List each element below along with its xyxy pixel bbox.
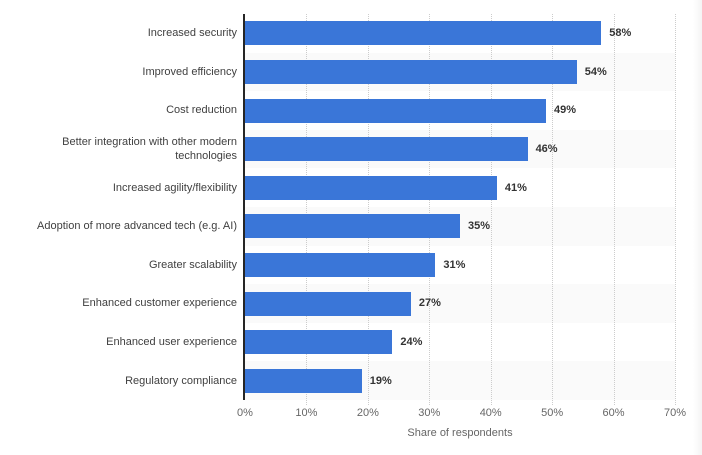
gridline: [429, 14, 431, 405]
category-label: Cost reduction: [166, 104, 237, 117]
value-label: 35%: [468, 220, 491, 233]
gridline: [306, 14, 308, 405]
bar: [245, 330, 393, 355]
bar: [245, 214, 460, 239]
category-label: Increased security: [147, 27, 237, 40]
value-label: 54%: [584, 65, 607, 78]
x-tick-label: 60%: [602, 407, 625, 419]
x-tick-label: 50%: [541, 407, 564, 419]
bar: [245, 137, 528, 162]
gridline: [367, 14, 369, 405]
bar: [245, 368, 362, 393]
gridline: [552, 14, 554, 405]
x-tick-label: 10%: [295, 407, 318, 419]
gridline: [675, 14, 676, 405]
bar: [245, 291, 411, 316]
value-label: 46%: [535, 143, 558, 156]
x-tick-label: 70%: [663, 407, 687, 419]
y-axis-line: [243, 14, 245, 400]
x-tick-label: 30%: [418, 407, 441, 419]
category-label: Increased agility/flexibility: [112, 181, 237, 194]
category-label: Enhanced user experience: [106, 336, 237, 349]
value-label: 31%: [443, 258, 466, 271]
category-label: Greater scalability: [148, 258, 237, 271]
category-label: Adoption of more advanced tech (e.g. AI): [37, 220, 237, 233]
value-label: 41%: [504, 181, 527, 194]
value-label: 49%: [554, 104, 577, 117]
value-label: 19%: [369, 374, 392, 387]
bar: [245, 21, 602, 46]
category-label: Improved efficiency: [142, 65, 237, 78]
category-label: Regulatory compliance: [125, 374, 237, 387]
value-label: 27%: [418, 297, 441, 310]
value-label: 24%: [400, 336, 423, 349]
x-tick-label: 20%: [356, 407, 379, 419]
x-tick-label: 0%: [237, 407, 253, 419]
gridline: [490, 14, 492, 405]
gridline: [613, 14, 615, 405]
bar: [245, 59, 577, 84]
category-label: Better integration with other modern tec…: [62, 136, 237, 163]
bar: [245, 175, 497, 200]
bar: [245, 252, 436, 277]
category-label: Enhanced customer experience: [82, 297, 237, 310]
value-label: 58%: [609, 27, 632, 40]
x-axis-title: Share of respondents: [407, 427, 513, 439]
bar: [245, 98, 546, 123]
x-tick-label: 40%: [479, 407, 502, 419]
